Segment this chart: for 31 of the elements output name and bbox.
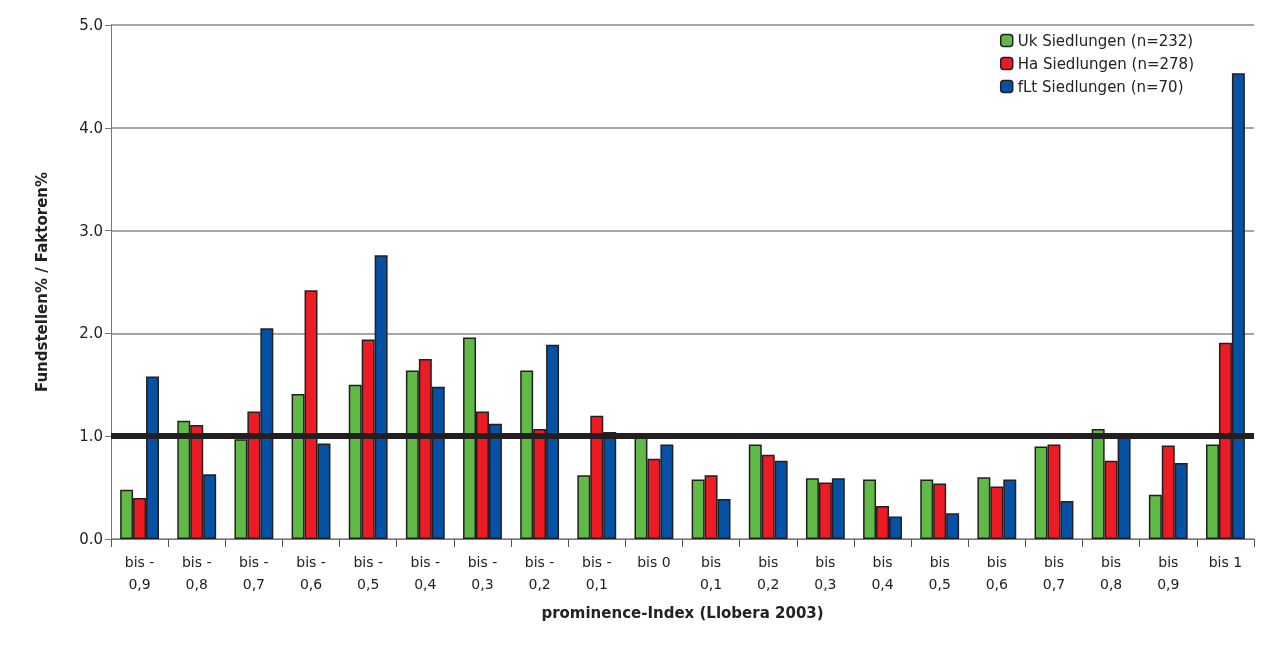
- x-tick-label: bis 1: [1208, 554, 1243, 570]
- legend-label: Uk Siedlungen (n=232): [1017, 31, 1194, 50]
- y-tick-label: 3.0: [79, 221, 103, 240]
- y-tick-label: 4.0: [79, 118, 103, 137]
- x-tick-label: bis 0,2: [757, 554, 780, 592]
- x-tick-label: bis 0,4: [871, 554, 894, 592]
- x-tick-label: bis - 0,6: [296, 554, 326, 592]
- x-tick-label: bis 0,7: [1042, 554, 1066, 592]
- x-tick-label: bis - 0,8: [181, 554, 212, 592]
- x-tick-label: bis - 0,4: [410, 554, 441, 592]
- x-axis-title: prominence-Index (Llobera 2003): [541, 603, 824, 622]
- y-tick-label: 1.0: [79, 427, 103, 446]
- x-tick-label: bis - 0,2: [524, 554, 555, 592]
- x-tick-label: bis - 0,5: [353, 554, 383, 592]
- y-axis-title: Fundstellen% / Faktoren%: [32, 171, 51, 393]
- x-tick-label: bis 0,3: [814, 554, 837, 592]
- x-tick-label: bis 0,9: [1157, 554, 1180, 592]
- x-tick-label: bis - 0,3: [467, 554, 498, 592]
- x-tick-label: bis 0,1: [699, 554, 723, 592]
- legend-label: fLt Siedlungen (n=70): [1017, 77, 1184, 96]
- y-tick-label: 0.0: [79, 530, 103, 548]
- y-tick-label: 2.0: [79, 324, 103, 343]
- legend-label: Ha Siedlungen (n=278): [1017, 54, 1194, 73]
- x-tick-label: bis - 0,1: [581, 554, 612, 592]
- x-tick-label: bis 0,8: [1099, 554, 1123, 592]
- y-tick-label: 5.0: [79, 16, 103, 34]
- x-tick-label: bis 0: [637, 554, 671, 570]
- x-tick-label: bis 0,5: [928, 554, 951, 592]
- x-tick-label: bis 0,6: [985, 554, 1009, 592]
- x-tick-label: bis - 0,7: [239, 554, 269, 592]
- x-tick-label: bis - 0,9: [124, 554, 155, 592]
